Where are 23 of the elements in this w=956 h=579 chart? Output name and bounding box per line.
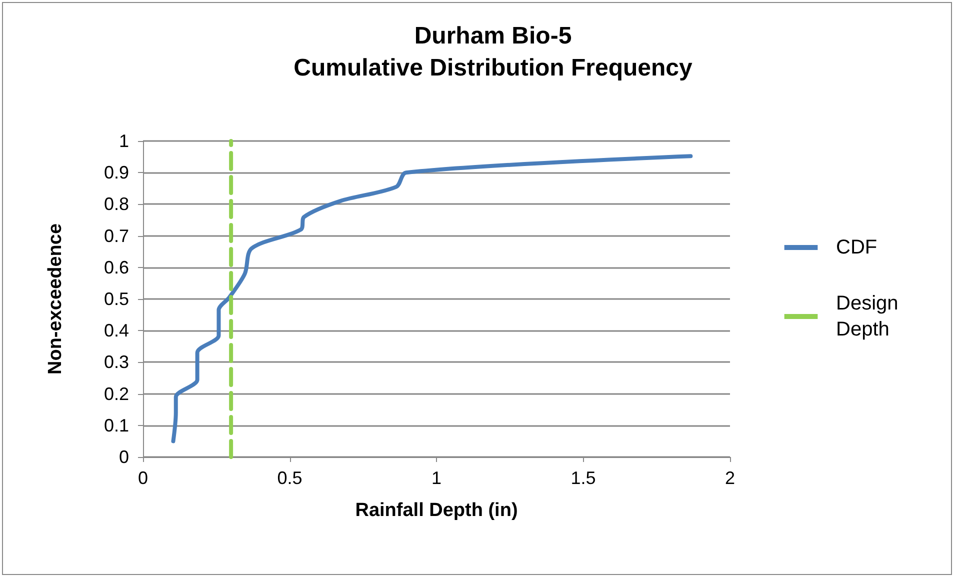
x-tick-label: 0.5 (277, 468, 302, 488)
x-tick-label: 2 (724, 468, 736, 488)
y-tick-label: 0.9 (104, 162, 129, 183)
y-tick-label: 0.5 (104, 289, 129, 309)
y-tick-label: 0.4 (104, 320, 129, 341)
y-tick-label: 0.7 (104, 226, 129, 246)
y-tick-label: 0.6 (104, 257, 129, 278)
x-tick-label: 1 (431, 468, 442, 488)
chart-subtitle: Cumulative Distribution Frequency (294, 54, 694, 82)
y-tick-label: 0.2 (104, 384, 129, 404)
legend-label: CDF (836, 236, 878, 258)
line-series (171, 154, 693, 444)
x-tick-label: 1.5 (570, 468, 596, 488)
x-tick-label: 0 (138, 468, 148, 488)
legend-label: Design Depth (836, 292, 904, 340)
y-tick-label: 0.1 (104, 415, 129, 436)
y-tick-label: 0.3 (104, 352, 129, 372)
chart-title: Durham Bio-5 (414, 22, 572, 50)
y-axis-title: Non-exceedence (45, 223, 66, 375)
y-tick-label: 0 (118, 447, 129, 467)
y-tick-label: 1 (118, 131, 129, 151)
y-tick-label: 0.8 (104, 194, 129, 214)
x-axis-title: Rainfall Depth (in) (355, 500, 518, 521)
